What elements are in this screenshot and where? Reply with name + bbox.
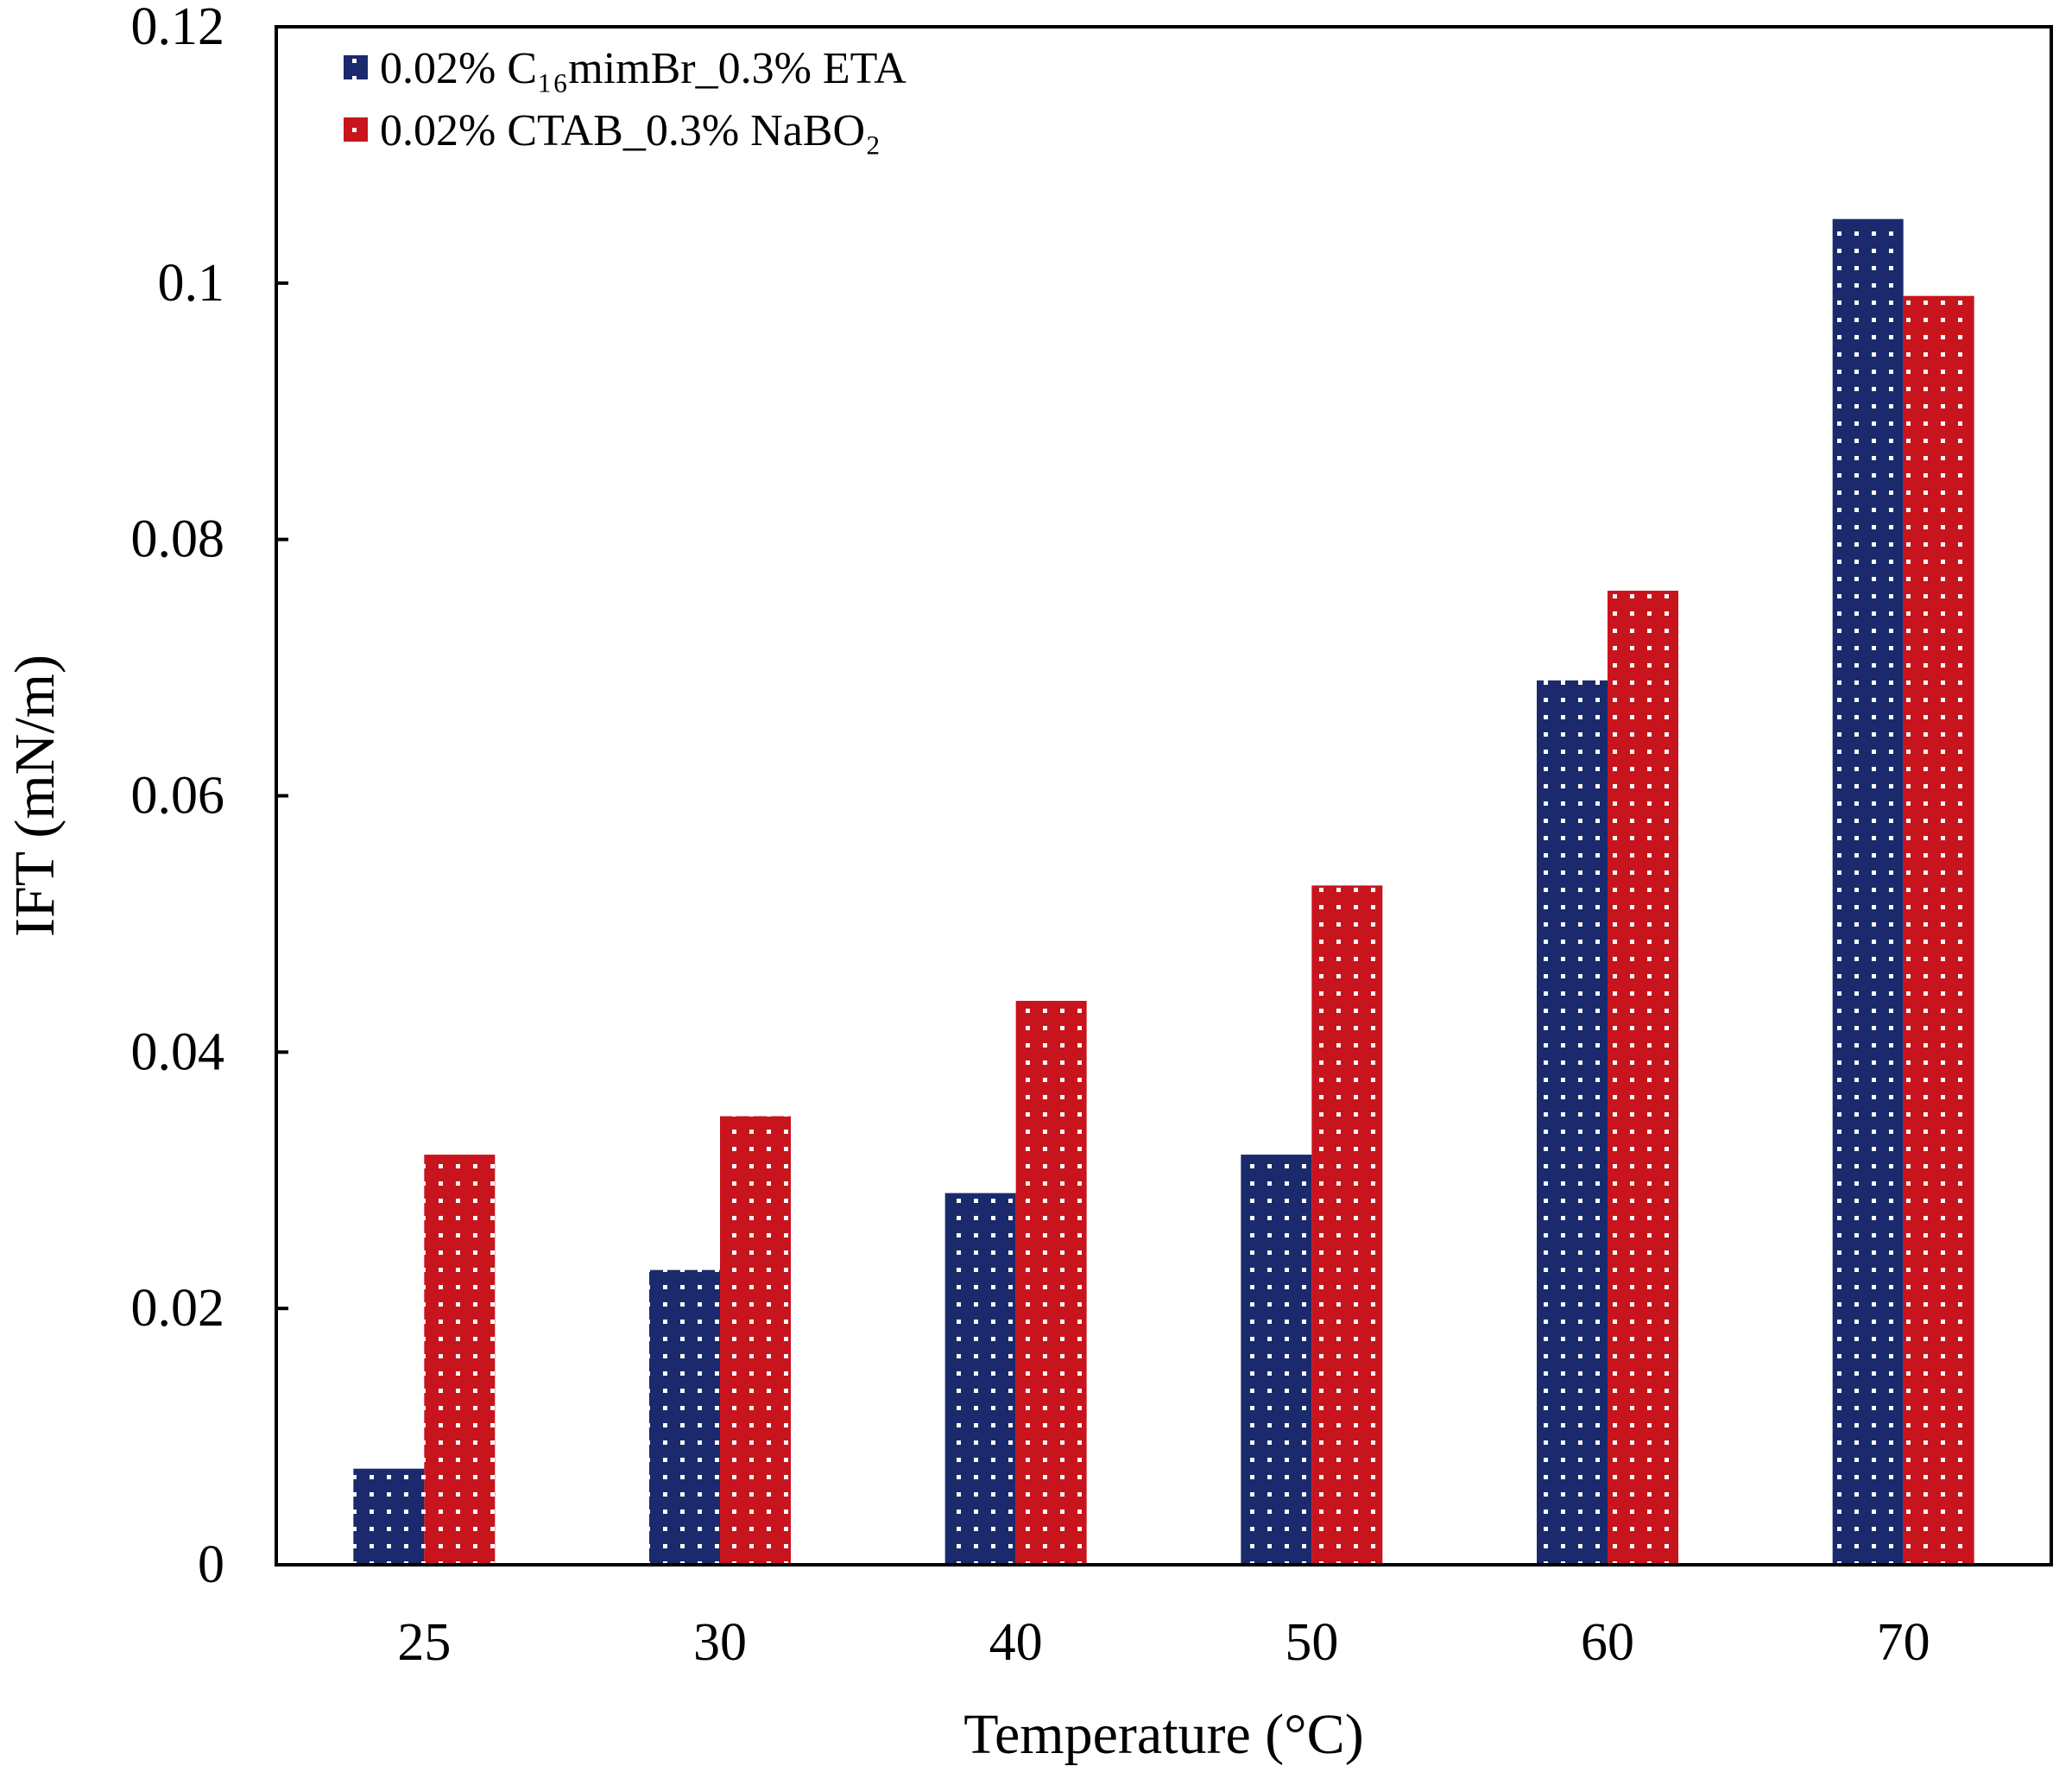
x-tick-label: 50	[1285, 1613, 1338, 1672]
bar-c16mimbr-eta-25	[353, 1468, 425, 1565]
bar-c16mimbr-eta-40	[944, 1193, 1016, 1565]
x-tick-label: 25	[397, 1613, 451, 1672]
y-tick-label: 0.02	[131, 1279, 225, 1338]
bar-c16mimbr-eta-30	[649, 1269, 720, 1565]
x-tick-label: 40	[989, 1613, 1043, 1672]
x-tick-label: 70	[1877, 1613, 1930, 1672]
bar-c16mimbr-eta-70	[1832, 218, 1904, 1565]
y-axis: 0 0.02 0.04 0.06 0.08 0.1 0.12	[131, 0, 288, 1594]
bar-c16mimbr-eta-50	[1241, 1155, 1312, 1565]
bar-ctab-nabo2-50	[1311, 885, 1383, 1565]
bar-ctab-nabo2-40	[1015, 1000, 1087, 1565]
y-tick-label: 0.12	[131, 0, 225, 56]
y-tick-label: 0.08	[131, 510, 225, 569]
y-tick-label: 0	[198, 1535, 224, 1594]
y-tick-label: 0.04	[131, 1022, 225, 1081]
bar-ctab-nabo2-70	[1903, 295, 1974, 1565]
y-tick-label: 0.1	[158, 254, 225, 313]
legend-label: 0.02% CTAB_0.3% NaBO₂	[380, 106, 881, 155]
legend: 0.02% C₁₆mimBr_0.3% ETA 0.02% CTAB_0.3% N…	[344, 44, 906, 155]
legend-swatch	[344, 55, 368, 79]
bar-c16mimbr-eta-60	[1537, 680, 1608, 1565]
bar-ctab-nabo2-25	[424, 1155, 496, 1565]
x-axis-title: Temperature (°C)	[963, 1703, 1363, 1766]
x-tick-label: 30	[693, 1613, 747, 1672]
x-axis: 25 30 40 50 60 70	[397, 1613, 1930, 1672]
y-tick-label: 0.06	[131, 767, 225, 826]
legend-swatch	[344, 117, 368, 142]
y-axis-title: IFT (mN/m)	[3, 655, 66, 937]
plot-frame	[275, 25, 2053, 1567]
bar-ctab-nabo2-30	[720, 1116, 791, 1565]
legend-label: 0.02% C₁₆mimBr_0.3% ETA	[380, 44, 906, 93]
x-tick-label: 60	[1581, 1613, 1634, 1672]
bar-ctab-nabo2-60	[1608, 591, 1678, 1565]
bars-group	[353, 218, 1974, 1565]
